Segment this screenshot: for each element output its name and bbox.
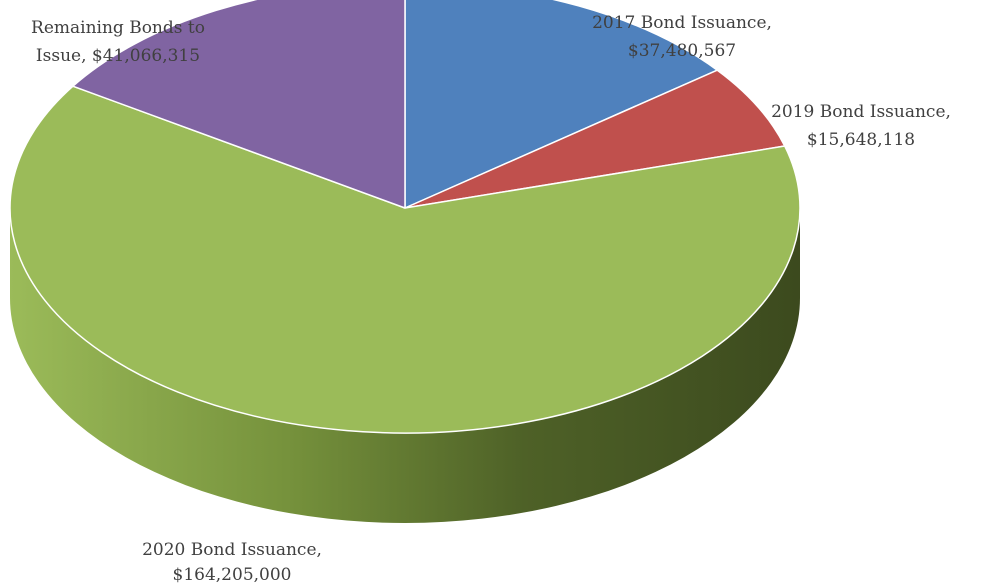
data-label-2019-line2: $15,648,118 [807,130,915,150]
data-label-2019: 2019 Bond Issuance, $15,648,118 [771,102,951,150]
data-label-2017-line1: 2017 Bond Issuance, [592,13,772,33]
pie-slices [9,0,801,434]
pie-3d-sides [10,208,800,523]
data-label-2020: 2020 Bond Issuance, $164,205,000 [142,540,322,585]
pie-side-3 [10,208,800,523]
data-label-2020-line2: $164,205,000 [173,565,292,585]
data-label-remaining-line2: Issue, $41,066,315 [36,46,200,66]
data-label-2020-line1: 2020 Bond Issuance, [142,540,322,560]
pie-slice-1 [404,0,718,209]
data-label-2017: 2017 Bond Issuance, $37,480,567 [592,13,772,61]
data-label-2017-line2: $37,480,567 [628,41,736,61]
data-label-remaining-line1: Remaining Bonds to [31,18,205,38]
data-label-2019-line1: 2019 Bond Issuance, [771,102,951,122]
pie-slice-3 [9,85,801,434]
pie-slice-4 [72,0,406,209]
pie-slice-2 [404,69,786,209]
data-label-remaining: Remaining Bonds to Issue, $41,066,315 [31,18,205,66]
